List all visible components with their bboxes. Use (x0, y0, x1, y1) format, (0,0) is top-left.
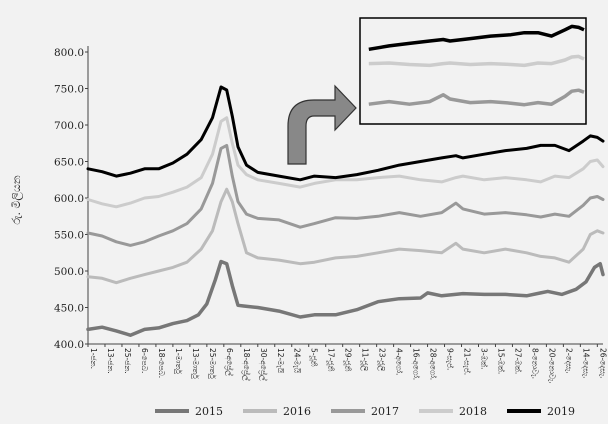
y-tick-label: 800.0 (54, 47, 84, 59)
x-tick-label: 13-ජන. (106, 348, 115, 374)
y-axis: 400.0 450.0 500.0 550.0 600.0 650.0 700.0 750.0… (54, 46, 89, 351)
x-tick-label: 6-අප්‍රේල් (224, 348, 235, 376)
y-tick-label: 450.0 (54, 303, 84, 315)
y-tick-label: 700.0 (54, 120, 84, 132)
x-tick-label: 4-අගෝ. (394, 348, 405, 375)
x-tick-label: 25-මාර්තු (208, 348, 218, 379)
inset-series-line-2019 (368, 24, 585, 52)
y-tick-label: 650.0 (54, 157, 84, 169)
series-line-2017 (86, 143, 605, 247)
x-tick-label: 18-අප්‍රේල් (241, 348, 252, 381)
legend: 2015 2016 2017 2018 2019 (155, 405, 575, 418)
y-axis-label: රු. මිලියන (10, 175, 24, 224)
legend-label-2019: 2019 (547, 405, 575, 418)
x-tick-label: 20-නොවැ. (547, 348, 556, 384)
legend-label-2018: 2018 (459, 405, 487, 418)
x-tick-label: 15-ඔක්. (496, 348, 506, 374)
x-tick-label: 27-ඔක්. (513, 348, 523, 374)
y-tick-label: 500.0 (54, 266, 84, 278)
y-tick-label: 400.0 (54, 339, 84, 351)
x-tick-label: 8-නොවැ. (530, 348, 539, 379)
series-line-2016 (86, 187, 605, 285)
x-tick-label: 12-මැයි (276, 348, 285, 374)
series-line-2015 (86, 259, 605, 337)
x-tick-label: 21-සැප්. (463, 348, 473, 375)
x-tick-label: 11-ජූලි (360, 348, 370, 371)
x-tick-label: 9-සැප්. (446, 348, 456, 370)
x-tick-label: 14-දෙසැ. (581, 348, 590, 379)
legend-label-2017: 2017 (371, 405, 399, 418)
series-line-2018 (86, 116, 605, 209)
y-tick-label: 600.0 (54, 193, 84, 205)
x-tick-label: 16-අගෝ. (411, 348, 422, 380)
zoom-inset (359, 17, 587, 125)
y-tick-label: 550.0 (54, 230, 84, 242)
x-tick-label: 25-ජන. (123, 348, 132, 374)
x-tick-label: 17-ජූනි (327, 348, 336, 372)
x-tick-label: 13-මාර්තු (191, 348, 201, 379)
series-lines (86, 85, 605, 337)
y-tick-label: 750.0 (54, 84, 84, 96)
curved-arrow-icon (287, 84, 357, 165)
x-tick-label: 24-මැයි (293, 348, 302, 374)
x-tick-label: 23-ජූලි (377, 348, 387, 371)
x-tick-label: 1-මාර්තු (174, 348, 184, 374)
inset-series-lines (368, 24, 585, 107)
x-tick-label: 26-දෙසැ. (598, 348, 607, 379)
x-tick-label: 1-ජන. (89, 348, 98, 369)
x-tick-label: 18-පෙබ. (157, 348, 166, 378)
x-tick-label: 28-අගෝ. (428, 348, 439, 380)
legend-label-2016: 2016 (283, 405, 311, 418)
legend-label-2015: 2015 (195, 405, 223, 418)
inset-series-line-2017 (368, 88, 585, 107)
x-axis: 1-ජන. 13-ජන. 25-ජන. 6-පෙබ. 18-පෙබ. 1-මාර්තු 13… (87, 343, 607, 384)
x-tick-label: 3-ඔක්. (479, 348, 489, 370)
inset-series-line-2018 (368, 54, 585, 68)
series-line-2019 (86, 85, 605, 182)
x-tick-label: 6-පෙබ. (140, 348, 149, 373)
x-tick-label: 2-දෙසැ. (564, 348, 573, 374)
x-tick-label: 5-ජූනි (310, 348, 319, 368)
x-tick-label: 30-අප්‍රේල් (258, 348, 269, 381)
x-tick-label: 29-ජූනි (344, 348, 353, 372)
